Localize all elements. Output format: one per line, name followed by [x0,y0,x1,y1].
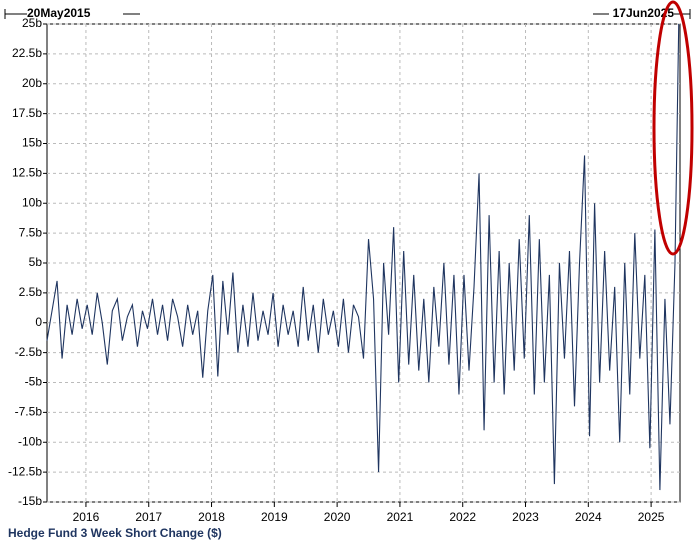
data-line [46,23,680,491]
y-tick-label: 25b [22,16,42,30]
y-tick-label: 22.5b [12,46,42,60]
x-tick-label: 2022 [449,510,476,524]
y-tick-label: -7.5b [15,405,43,419]
y-tick-label: 5b [29,255,43,269]
x-tick-label: 2021 [387,510,414,524]
y-tick-label: -2.5b [15,345,43,359]
y-tick-label: 0 [35,315,42,329]
x-tick-label: 2017 [135,510,162,524]
y-tick-label: 15b [22,136,42,150]
y-tick-label: 2.5b [19,285,43,299]
chart-title: Hedge Fund 3 Week Short Change ($) [8,526,222,540]
x-tick-label: 2023 [512,510,539,524]
x-tick-label: 2018 [198,510,225,524]
y-tick-label: 12.5b [12,166,42,180]
y-tick-label: 10b [22,195,42,209]
y-tick-label: 17.5b [12,106,42,120]
x-tick-label: 2016 [73,510,100,524]
start-label: 20May2015 [27,6,91,20]
plot-frame [46,23,681,503]
x-tick-label: 2019 [261,510,288,524]
x-tick-label: 2024 [575,510,602,524]
y-tick-label: -10b [18,434,42,448]
y-tick-label: -5b [25,375,43,389]
end-label: 17Jun2025 [613,6,675,20]
highlight-ellipse [652,0,694,256]
x-tick-label: 2025 [638,510,665,524]
y-tick-label: -15b [18,494,42,508]
x-tick-label: 2020 [324,510,351,524]
y-tick-label: 20b [22,76,42,90]
y-tick-label: 7.5b [19,225,43,239]
y-tick-label: -12.5b [8,464,42,478]
